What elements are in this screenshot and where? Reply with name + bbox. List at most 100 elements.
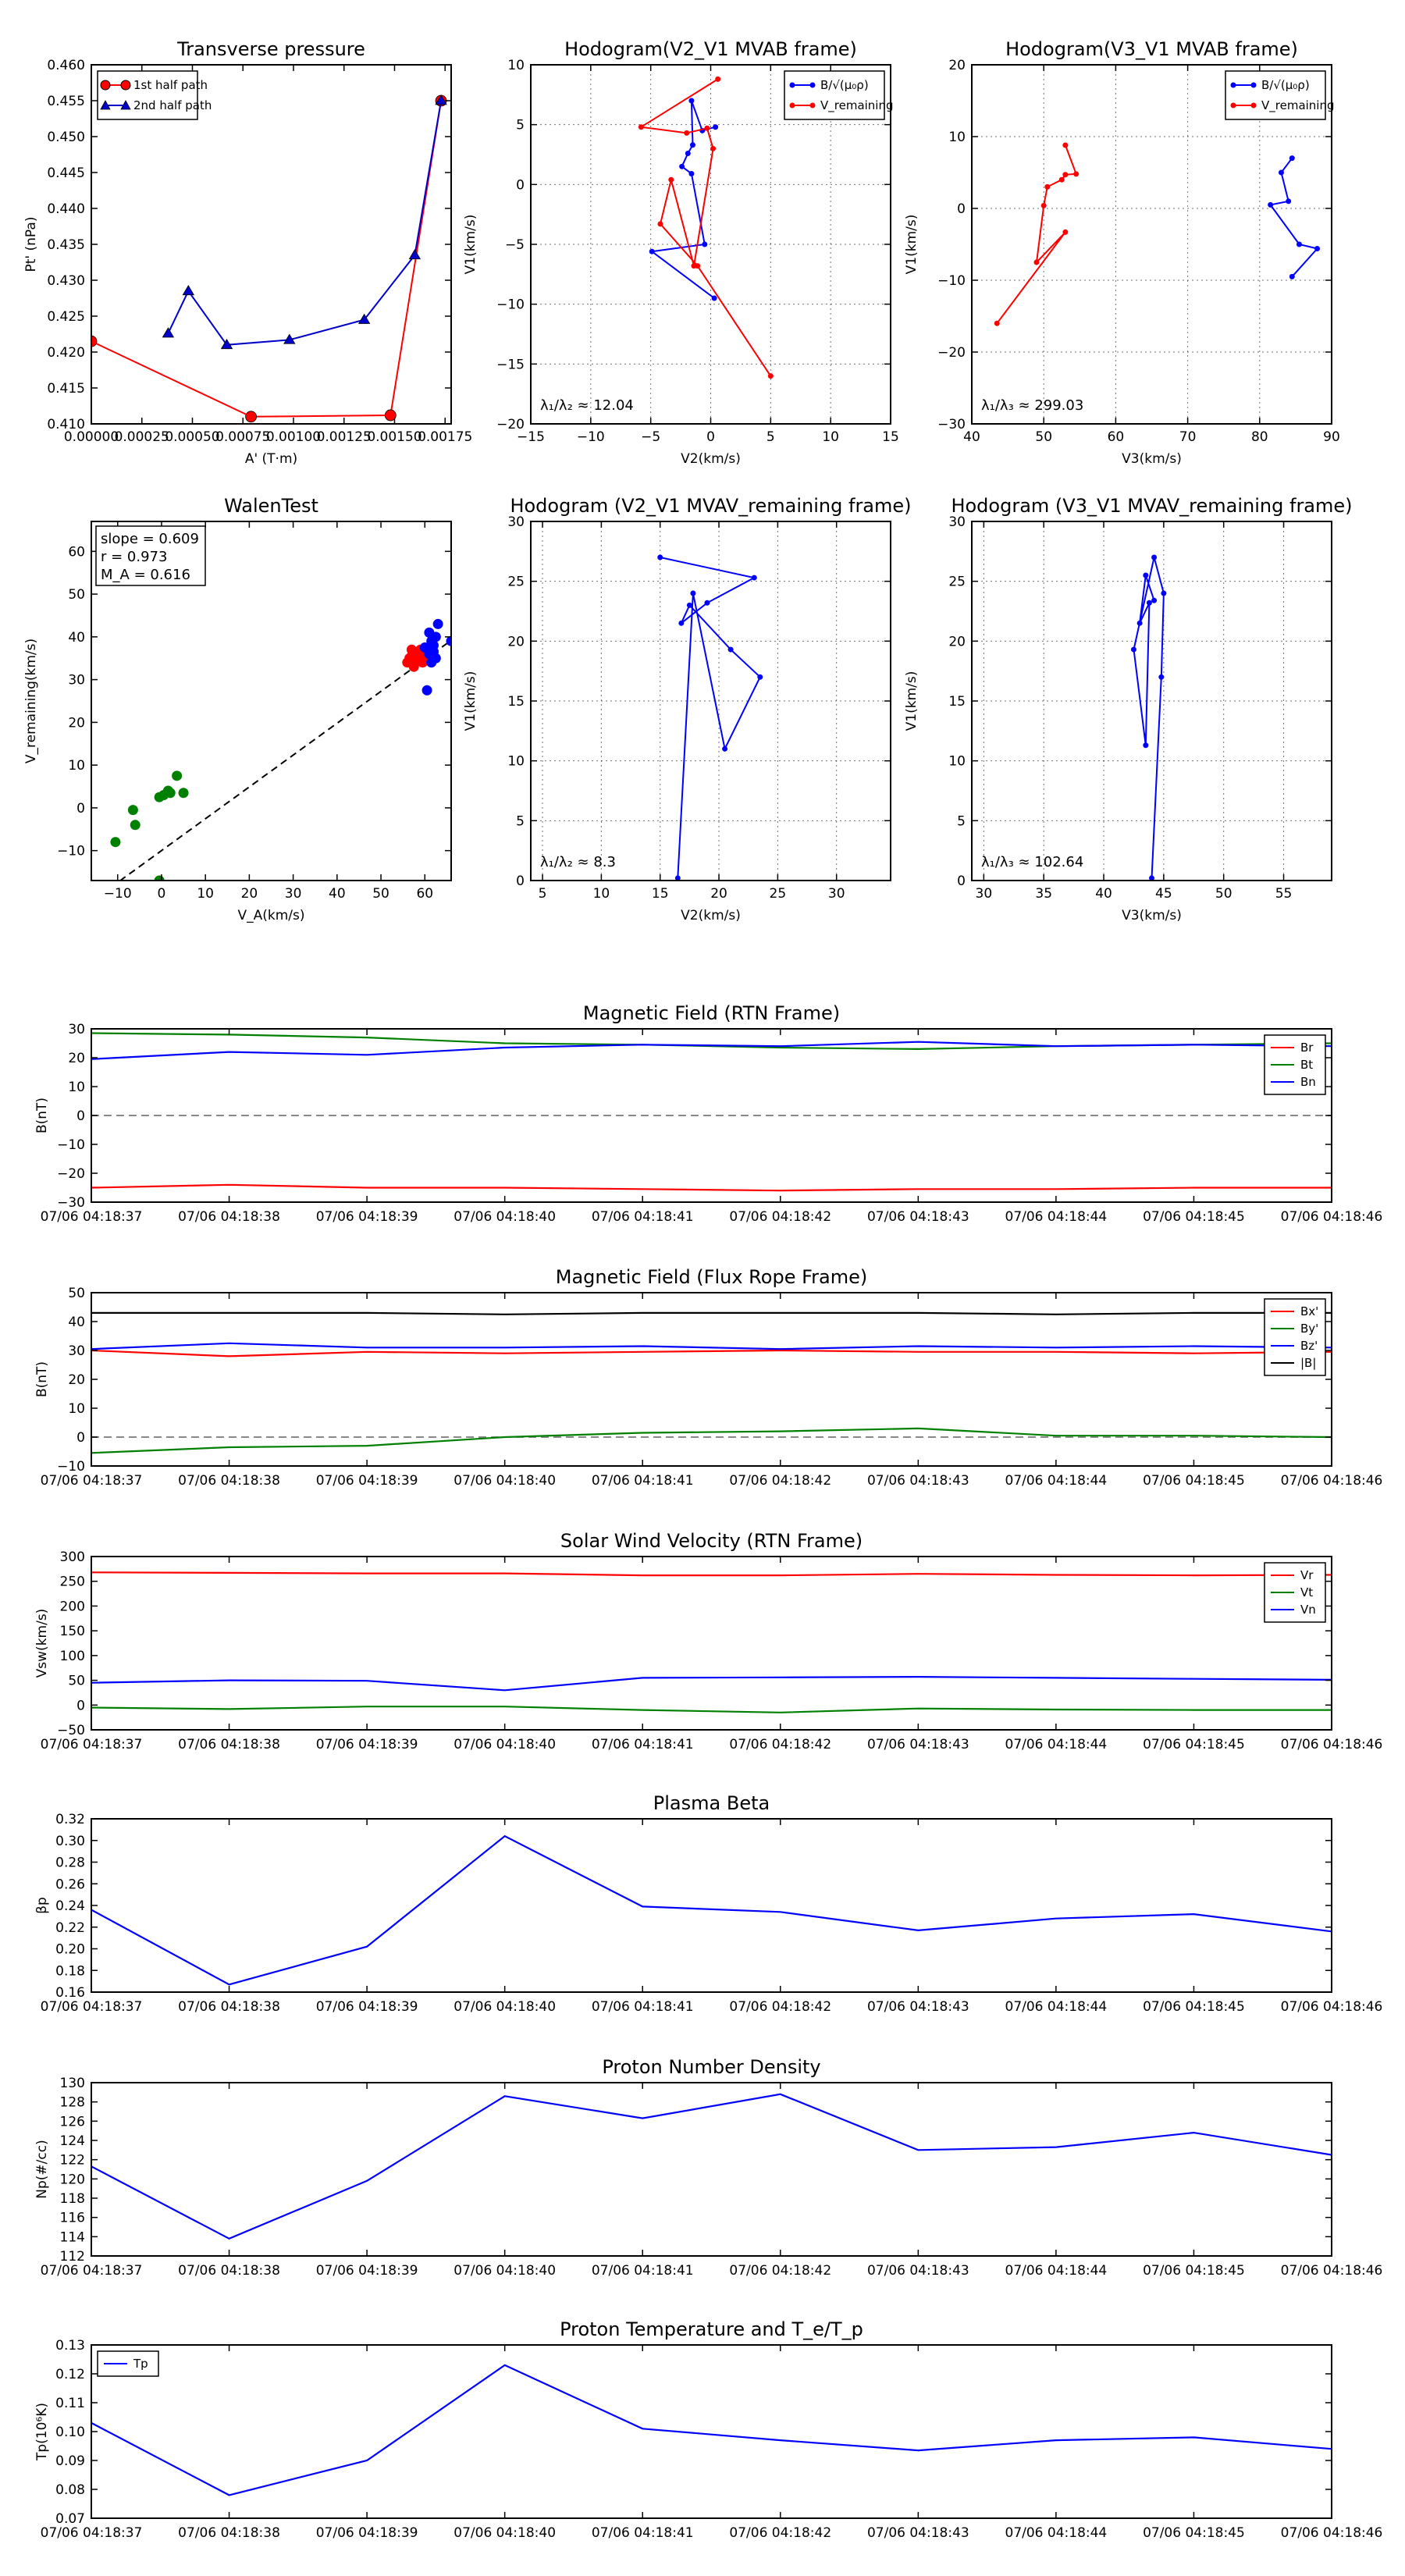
stats-box [95, 525, 206, 586]
legend-label: Vn [1300, 1603, 1316, 1617]
x-tick-label: 07/06 04:18:39 [316, 2263, 418, 2279]
data-point [684, 130, 690, 136]
data-point [713, 124, 719, 130]
plot-frame [91, 1556, 1332, 1731]
x-tick-label: 07/06 04:18:45 [1143, 1999, 1245, 2015]
x-tick-label: 0 [706, 429, 715, 445]
y-tick-label: 10 [507, 58, 525, 73]
x-tick-label: 0.00100 [266, 429, 321, 445]
x-tick-label: 50 [372, 886, 389, 902]
series-line [167, 100, 443, 346]
x-tick-label: 07/06 04:18:41 [592, 1999, 694, 2015]
data-point [432, 618, 443, 629]
legend-marker [809, 102, 816, 109]
data-point [1286, 198, 1292, 205]
data-point [649, 248, 655, 254]
legend-label: Vr [1300, 1568, 1314, 1582]
legend: Vr Vt Vn [1264, 1562, 1326, 1623]
x-tick-label: 07/06 04:18:46 [1281, 2263, 1383, 2279]
x-tick-label: 07/06 04:18:45 [1143, 1737, 1245, 1752]
y-tick-label: 0.20 [55, 1942, 85, 1958]
x-tick-label: 07/06 04:18:39 [316, 1737, 418, 1752]
x-tick-label: 0.00025 [115, 429, 169, 445]
data-point [130, 820, 140, 831]
x-tick-label: 07/06 04:18:41 [592, 1473, 694, 1489]
series-line [91, 1834, 1332, 1986]
data-point [722, 745, 728, 752]
y-tick-label: 10 [68, 758, 85, 774]
data-point [757, 674, 763, 680]
legend-box [97, 70, 198, 120]
legend-label: Bn [1300, 1075, 1316, 1089]
y-tick-label: 0.11 [55, 2396, 85, 2411]
x-tick-label: 07/06 04:18:38 [178, 2525, 280, 2541]
data-point [704, 125, 710, 131]
legend: Tp [97, 2350, 159, 2377]
legend-label: By' [1300, 1322, 1318, 1336]
series-by [91, 1427, 1332, 1454]
y-tick-label: 0.07 [55, 2511, 85, 2527]
y-tick-label: 30 [507, 514, 525, 530]
x-tick-label: 07/06 04:18:42 [729, 2525, 831, 2541]
y-tick-label: 0.26 [55, 1877, 85, 1892]
data-point [404, 653, 415, 664]
data-point [1143, 742, 1149, 749]
y-tick-label: 0.16 [55, 1985, 85, 2001]
series-line [91, 1183, 1332, 1192]
x-tick-label: 07/06 04:18:42 [729, 1473, 831, 1489]
chart-title: Transverse pressure [176, 38, 365, 60]
x-tick-label: 07/06 04:18:45 [1143, 2263, 1245, 2279]
x-tick-label: 07/06 04:18:46 [1281, 1473, 1383, 1489]
y-tick-label: −50 [57, 1723, 85, 1738]
y-tick-label: −10 [496, 297, 525, 313]
y-tick-label: −5 [505, 237, 525, 253]
eigen-ratio-note: λ₁/λ₃ ≈ 102.64 [981, 854, 1083, 870]
x-tick-label: 40 [329, 886, 346, 902]
y-tick-label: 0 [957, 873, 966, 889]
x-tick-label: 80 [1251, 429, 1268, 445]
x-tick-label: 07/06 04:18:41 [592, 1737, 694, 1752]
legend-label: 1st half path [133, 78, 208, 92]
series-line [638, 78, 772, 377]
series-vr [91, 1571, 1332, 1577]
y-tick-label: 50 [68, 587, 85, 603]
y-axis-label: V_remaining(km/s) [23, 639, 39, 763]
data-point [1289, 273, 1295, 279]
series-b [649, 98, 719, 301]
x-tick-label: 10 [593, 886, 610, 902]
y-tick-label: 0.460 [47, 58, 85, 73]
data-point [406, 644, 417, 655]
data-point [695, 263, 701, 269]
x-tick-label: 0 [158, 886, 166, 902]
y-tick-label: −10 [937, 273, 966, 289]
x-tick-label: 0.00125 [317, 429, 372, 445]
series-bn [91, 1041, 1332, 1060]
legend: Bx' By' Bz' |B| [1264, 1298, 1326, 1376]
x-tick-label: 0.00075 [215, 429, 270, 445]
y-tick-label: 5 [957, 813, 966, 829]
data-point [1151, 554, 1158, 560]
data-point [668, 176, 674, 183]
chart-title: Hodogram (V2_V1 MVAV_remaining frame) [510, 495, 911, 517]
y-tick-label: 118 [60, 2191, 85, 2207]
legend-label: Bz' [1300, 1339, 1318, 1353]
y-axis-label: Np(#/cc) [34, 2140, 50, 2198]
legend: B/√(μ₀ρ) V_remaining [1225, 70, 1335, 120]
x-tick-label: 5 [539, 886, 547, 902]
series-line [91, 1311, 1332, 1315]
y-tick-label: 15 [507, 694, 525, 710]
data-point [446, 635, 451, 646]
x-tick-label: 07/06 04:18:39 [316, 1999, 418, 2015]
series-line [91, 1342, 1332, 1350]
series-line [91, 2364, 1332, 2496]
y-tick-label: 0.24 [55, 1898, 85, 1914]
data-point [711, 295, 717, 301]
data-point [408, 249, 422, 260]
legend-label: Bt [1300, 1058, 1313, 1072]
data-point [994, 320, 1000, 326]
data-point [689, 142, 695, 148]
y-tick-label: 0 [76, 1698, 85, 1713]
y-axis-label: V1(km/s) [904, 671, 919, 731]
series-2ndhalfpath [162, 94, 447, 350]
